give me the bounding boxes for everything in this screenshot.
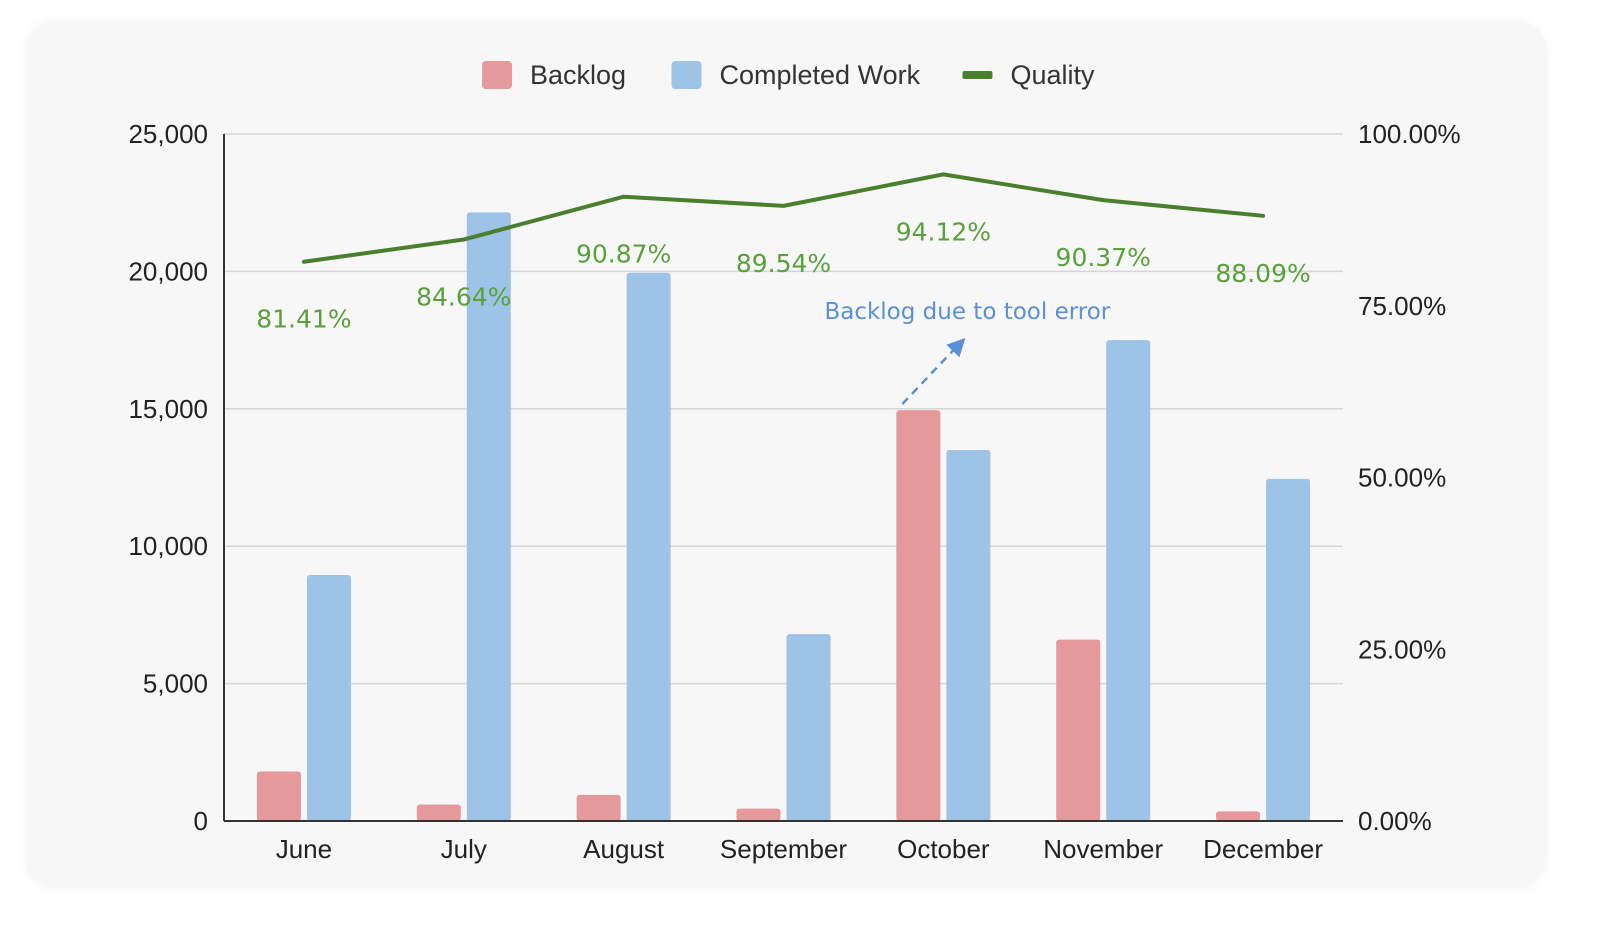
legend-label-backlog: Backlog: [530, 60, 626, 90]
y-right-tick-label: 0.00%: [1358, 806, 1432, 836]
y-left-tick-label: 10,000: [128, 531, 208, 561]
backlog-bar: [1056, 639, 1101, 821]
y-right-tick-label: 25.00%: [1358, 634, 1446, 664]
completed-work-bar: [786, 634, 831, 821]
backlog-bar: [576, 794, 621, 821]
axis-lines: [223, 134, 1343, 822]
legend-swatch-completed-work: [671, 61, 702, 89]
x-tick-label: November: [1043, 834, 1163, 864]
legend-swatch-quality: [962, 71, 993, 79]
left-y-axis: 0 5,000 10,000 15,000 20,000 25,000: [128, 119, 208, 836]
backlog-bar: [896, 410, 941, 821]
y-left-tick-label: 5,000: [143, 669, 208, 699]
x-tick-label: October: [897, 834, 990, 864]
y-left-tick-label: 25,000: [128, 119, 208, 149]
legend-label-quality: Quality: [1011, 60, 1096, 90]
annotation-text: Backlog due to tool error: [824, 299, 1110, 325]
x-axis: June July August September October November De…: [276, 834, 1324, 864]
x-tick-label: September: [720, 834, 848, 864]
completed-work-bar: [1106, 340, 1151, 821]
annotation-arrow-head: [946, 338, 966, 358]
quality-data-label: 88.09%: [1215, 259, 1310, 288]
y-right-tick-label: 75.00%: [1358, 291, 1446, 321]
y-right-tick-label: 50.00%: [1358, 463, 1446, 493]
y-right-tick-label: 100.00%: [1358, 119, 1461, 149]
quality-data-label: 90.37%: [1056, 243, 1151, 272]
completed-work-bar: [946, 450, 991, 821]
quality-data-label: 81.41%: [256, 305, 351, 334]
legend-swatch-backlog: [482, 61, 512, 89]
backlog-bar: [736, 808, 781, 821]
x-tick-label: December: [1203, 834, 1323, 864]
x-tick-label: August: [583, 834, 665, 864]
bars: [256, 212, 1311, 821]
backlog-bar: [416, 804, 461, 821]
quality-data-label: 94.12%: [896, 217, 991, 246]
y-left-tick-label: 20,000: [128, 256, 208, 286]
completed-work-bar: [466, 212, 511, 821]
backlog-bar: [256, 771, 301, 821]
backlog-bar: [1216, 811, 1261, 821]
quality-line-series: [301, 172, 1266, 264]
right-y-axis: 0.00% 25.00% 50.00% 75.00% 100.00%: [1358, 119, 1461, 836]
completed-work-bar: [626, 272, 671, 821]
x-tick-label: June: [276, 834, 332, 864]
annotation-arrow-shaft: [901, 345, 959, 405]
quality-data-label: 84.64%: [416, 283, 511, 312]
x-tick-label: July: [441, 834, 487, 864]
legend: Backlog Completed Work Quality: [482, 60, 1095, 90]
completed-work-bar: [306, 575, 351, 821]
legend-label-completed-work: Completed Work: [720, 60, 921, 90]
y-left-tick-label: 15,000: [128, 394, 208, 424]
quality-data-labels: 81.41% 84.64% 90.87% 89.54% 94.12% 90.37% 88.0…: [256, 217, 1310, 333]
quality-data-label: 89.54%: [736, 249, 831, 278]
completed-work-bar: [1266, 478, 1311, 821]
gridlines: [224, 133, 1343, 685]
quality-data-label: 90.87%: [576, 240, 671, 269]
annotation: Backlog due to tool error: [824, 299, 1111, 405]
y-left-tick-label: 0: [194, 806, 208, 836]
